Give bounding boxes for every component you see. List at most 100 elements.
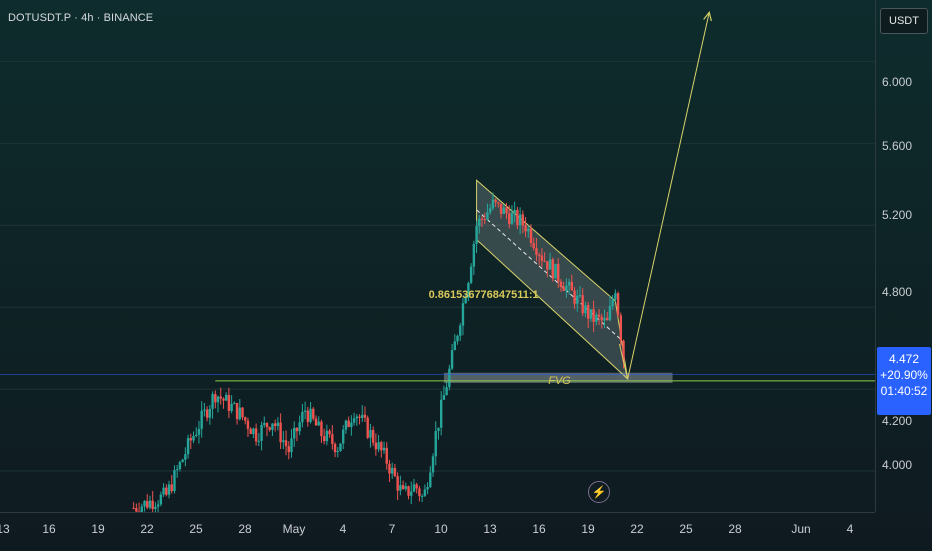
candle-body — [415, 484, 417, 488]
time-tick: 28 — [728, 522, 741, 536]
candle-body — [505, 207, 507, 213]
candle-body — [595, 315, 597, 322]
candle-body — [337, 451, 339, 452]
candle-body — [443, 395, 445, 400]
candle-body — [350, 423, 352, 427]
candle-body — [168, 484, 170, 494]
candle-body — [617, 293, 619, 315]
last-price-tag: 4.472 +20.90% 01:40:52 — [877, 347, 931, 415]
candle-body — [484, 219, 486, 220]
candle-body — [576, 296, 578, 304]
time-tick: 25 — [189, 522, 202, 536]
time-tick: Jun — [791, 522, 810, 536]
last-price-value: 4.472 — [877, 351, 931, 367]
candle-body — [402, 485, 404, 489]
candle-body — [535, 248, 537, 255]
time-axis[interactable]: 13 16 19 22 25 28 May 4 7 10 13 16 19 22… — [0, 512, 875, 551]
candle-body — [394, 468, 396, 476]
candle-body — [475, 226, 477, 244]
candle-body — [176, 469, 178, 470]
candle-body — [533, 243, 535, 248]
candle-body — [587, 305, 589, 319]
candle-body — [582, 295, 584, 313]
candle-body — [473, 244, 475, 267]
time-tick: 16 — [42, 522, 55, 536]
time-tick: 19 — [91, 522, 104, 536]
bar-countdown: 01:40:52 — [877, 383, 931, 399]
candle-body — [271, 423, 273, 429]
candle-body — [530, 229, 532, 243]
candle-body — [301, 412, 303, 422]
candle-body — [459, 326, 461, 336]
candle-body — [437, 428, 439, 431]
candle-body — [143, 501, 145, 507]
lightning-icon[interactable]: ⚡ — [588, 481, 610, 503]
price-tick: 6.000 — [882, 75, 912, 89]
candle-body — [388, 464, 390, 474]
candle-body — [225, 395, 227, 401]
candle-body — [592, 309, 594, 322]
candle-body — [247, 421, 249, 429]
time-tick: 7 — [389, 522, 396, 536]
price-tick: 5.200 — [882, 208, 912, 222]
candle-body — [573, 290, 575, 303]
candle-body — [255, 428, 257, 441]
time-tick: 25 — [679, 522, 692, 536]
candle-body — [470, 267, 472, 283]
symbol-header: DOTUSDT.P · 4h · BINANCE — [8, 12, 153, 24]
candle-body — [549, 259, 551, 269]
candle-body — [511, 213, 513, 224]
candle-body — [522, 214, 524, 225]
chart-plot-area[interactable]: DOTUSDT.P · 4h · BINANCE FVG 0.861536776… — [0, 0, 875, 512]
projection-arrow — [619, 12, 711, 379]
candle-body — [418, 488, 420, 496]
candle-body — [620, 315, 622, 340]
time-tick: 22 — [630, 522, 643, 536]
candle-body — [614, 293, 616, 299]
candle-body — [184, 454, 186, 459]
price-tick: 5.600 — [882, 139, 912, 153]
candle-body — [527, 229, 529, 232]
candle-body — [173, 470, 175, 491]
candle-body — [285, 440, 287, 446]
candle-body — [513, 210, 515, 213]
candle-body — [451, 350, 453, 368]
candle-body — [606, 318, 608, 320]
candle-body — [160, 494, 162, 504]
last-price-change: +20.90% — [877, 367, 931, 383]
candle-body — [244, 417, 246, 421]
candle-body — [603, 318, 605, 320]
candle-body — [353, 418, 355, 422]
price-axis[interactable]: USDT 6.000 5.600 5.200 4.800 4.200 4.000… — [875, 0, 932, 512]
candle-body — [222, 399, 224, 401]
candle-body — [590, 309, 592, 318]
candle-body — [413, 484, 415, 491]
candle-body — [263, 423, 265, 425]
candle-body — [206, 410, 208, 418]
candle-body — [320, 422, 322, 437]
candle-body — [220, 397, 222, 399]
currency-button[interactable]: USDT — [880, 8, 928, 34]
candle-body — [598, 315, 600, 317]
candle-body — [546, 261, 548, 269]
time-tick: May — [283, 522, 306, 536]
candle-body — [524, 225, 526, 231]
candle-body — [269, 427, 271, 430]
price-tick: 4.800 — [882, 285, 912, 299]
candle-body — [508, 213, 510, 224]
candle-body — [200, 411, 202, 429]
candle-body — [342, 430, 344, 444]
candle-body — [421, 496, 423, 497]
time-tick: 16 — [532, 522, 545, 536]
candle-body — [192, 436, 194, 440]
candle-body — [571, 282, 573, 291]
candle-body — [211, 394, 213, 409]
time-tick: 19 — [581, 522, 594, 536]
candle-body — [407, 486, 409, 496]
candle-body — [228, 395, 230, 411]
candle-body — [328, 431, 330, 434]
time-tick: 4 — [340, 522, 347, 536]
candle-body — [601, 317, 603, 321]
time-tick: 4 — [847, 522, 854, 536]
candle-body — [426, 487, 428, 489]
